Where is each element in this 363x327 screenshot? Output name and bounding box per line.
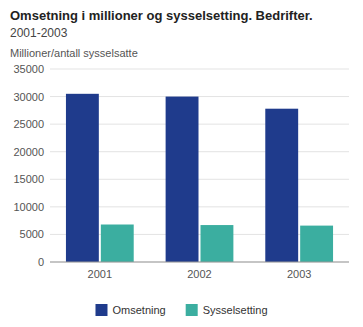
series	[101, 225, 333, 262]
grid-line	[50, 262, 349, 263]
legend-entry: Omsetning	[112, 304, 165, 316]
y-tick-label: 20000	[13, 146, 44, 158]
subtitle: 2001-2003	[10, 26, 68, 40]
bar	[166, 97, 199, 262]
series	[66, 94, 298, 262]
y-axis: 0 5000 10000 15000 20000 25000 30000 35000	[13, 63, 44, 268]
x-axis: 2001 2002 2003	[88, 268, 312, 280]
y-tick-label: 0	[38, 256, 44, 268]
legend-entry: Sysselsetting	[203, 304, 268, 316]
x-axis-line	[50, 262, 349, 263]
legend-swatch	[95, 304, 107, 316]
background	[0, 0, 363, 327]
bar	[101, 225, 134, 262]
bar	[265, 109, 298, 262]
legend-swatch	[186, 304, 198, 316]
y-tick-label: 25000	[13, 118, 44, 130]
x-tick-label: 2001	[88, 268, 112, 280]
bars	[66, 94, 333, 262]
y-tick-label: 5000	[20, 228, 44, 240]
y-tick-label: 15000	[13, 173, 44, 185]
bar	[201, 225, 234, 262]
title: Omsetning i millioner og sysselsetting. …	[10, 8, 313, 23]
x-tick-label: 2002	[187, 268, 211, 280]
y-tick-label: 30000	[13, 91, 44, 103]
x-tick-label: 2003	[287, 268, 311, 280]
y-tick-label: 10000	[13, 201, 44, 213]
bar	[66, 94, 99, 262]
grid-line	[50, 69, 349, 70]
y-axis-label: Millioner/antall sysselsatte	[10, 47, 138, 59]
grid	[50, 69, 349, 262]
legend: Omsetning Sysselsetting	[95, 304, 267, 316]
page: {"chart_data": {"type": "bar", "title": …	[0, 0, 363, 327]
bar	[300, 226, 333, 262]
y-tick-label: 35000	[13, 63, 44, 75]
chart: Omsetning i millioner og sysselsetting. …	[0, 0, 363, 327]
